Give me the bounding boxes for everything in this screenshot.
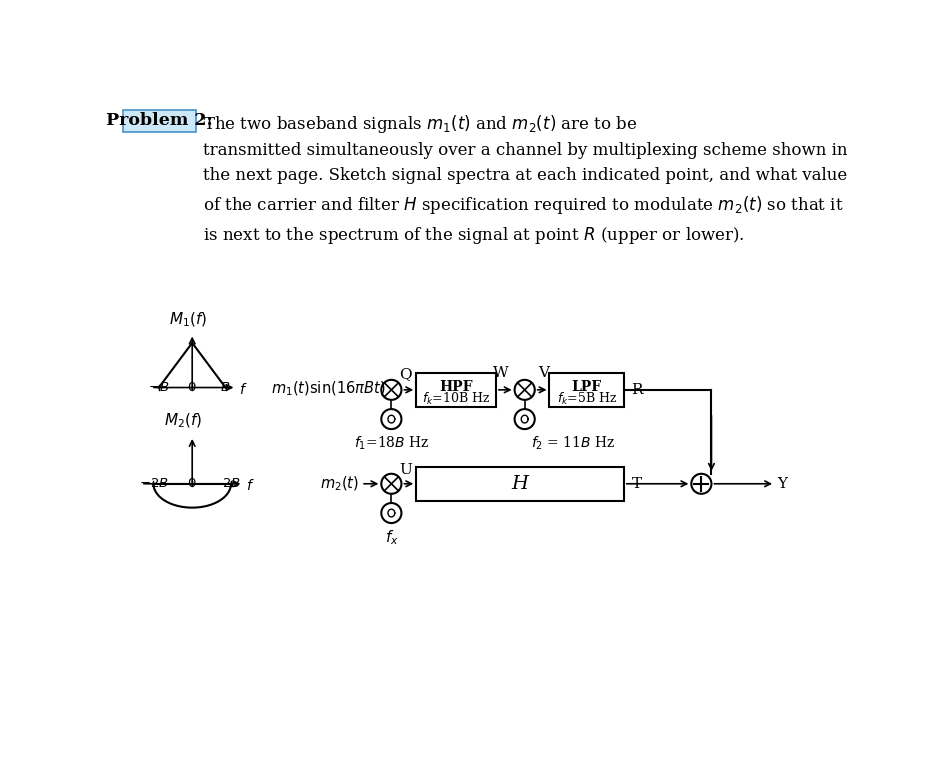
Text: The two baseband signals $m_1(t)$ and $m_2(t)$ are to be
transmitted simultaneou: The two baseband signals $m_1(t)$ and $m… [203, 112, 847, 246]
Text: $f_x$: $f_x$ [384, 528, 398, 547]
Text: R: R [631, 383, 644, 397]
Text: $0$: $0$ [188, 477, 197, 490]
Text: LPF: LPF [572, 380, 602, 394]
Text: $f$: $f$ [239, 382, 247, 396]
Text: Problem 2:: Problem 2: [106, 112, 213, 129]
Bar [417, 467, 624, 501]
Text: W: W [493, 366, 509, 380]
Text: $m_1(t)\sin(16\pi Bt)$: $m_1(t)\sin(16\pi Bt)$ [272, 380, 386, 398]
Text: $M_1(f)$: $M_1(f)$ [169, 310, 207, 329]
Text: $m_2(t)$: $m_2(t)$ [320, 474, 359, 493]
Bar [417, 373, 496, 407]
Text: V: V [538, 366, 549, 380]
FancyBboxPatch shape [123, 110, 196, 132]
Text: $f_1$=18$B$ Hz: $f_1$=18$B$ Hz [353, 434, 429, 452]
Text: Y: Y [777, 477, 788, 491]
Text: T: T [631, 477, 642, 491]
Text: H: H [512, 475, 528, 493]
Bar [550, 373, 624, 407]
Text: HPF: HPF [439, 380, 472, 394]
Text: $f_2$ = 11$B$ Hz: $f_2$ = 11$B$ Hz [531, 434, 616, 452]
Text: $2B$: $2B$ [221, 477, 240, 490]
Text: $0$: $0$ [188, 380, 197, 394]
Text: $f_k$=10B Hz: $f_k$=10B Hz [422, 391, 490, 407]
Text: $B$: $B$ [220, 380, 231, 394]
Text: $M_2(f)$: $M_2(f)$ [164, 411, 202, 430]
Text: $f_k$=5B Hz: $f_k$=5B Hz [556, 391, 617, 407]
Text: U: U [399, 463, 412, 477]
Text: $-2B$: $-2B$ [139, 477, 168, 490]
Text: $f$: $f$ [246, 478, 255, 493]
Text: Q: Q [399, 367, 412, 382]
Text: $-B$: $-B$ [148, 380, 169, 394]
